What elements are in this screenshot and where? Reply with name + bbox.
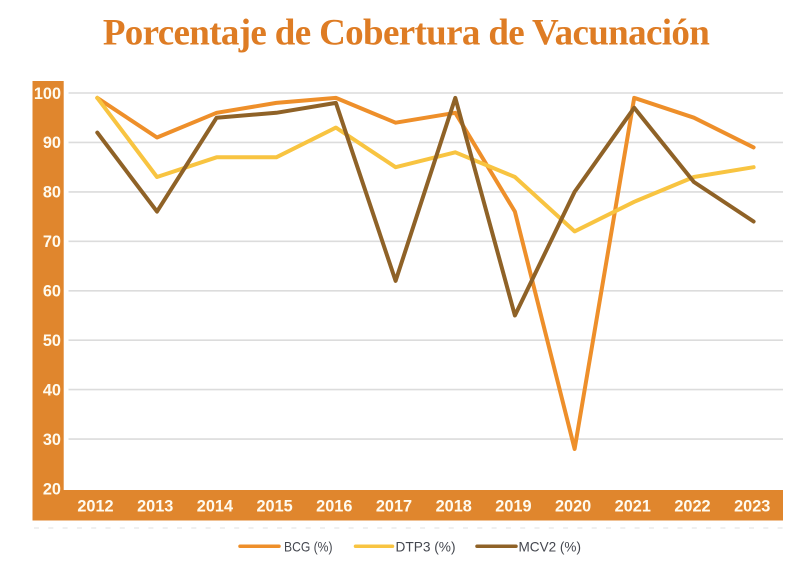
svg-text:20: 20 [43, 480, 61, 498]
svg-text:2018: 2018 [436, 498, 472, 516]
svg-text:DTP3 (%): DTP3 (%) [396, 539, 456, 555]
svg-text:2023: 2023 [734, 498, 770, 516]
svg-text:2015: 2015 [256, 498, 292, 516]
svg-text:80: 80 [43, 184, 61, 202]
svg-text:60: 60 [43, 283, 61, 301]
svg-text:70: 70 [43, 233, 61, 251]
svg-text:2014: 2014 [197, 498, 233, 516]
svg-text:2021: 2021 [615, 498, 651, 516]
svg-text:2013: 2013 [137, 498, 173, 516]
svg-text:30: 30 [43, 431, 61, 449]
svg-text:MCV2 (%): MCV2 (%) [519, 539, 582, 555]
svg-text:90: 90 [43, 134, 61, 152]
svg-text:40: 40 [43, 381, 61, 399]
svg-text:2012: 2012 [77, 498, 113, 516]
svg-text:2016: 2016 [316, 498, 352, 516]
svg-text:2020: 2020 [555, 498, 591, 516]
svg-text:Porcentaje de Cobertura de Vac: Porcentaje de Cobertura de Vacunación [103, 13, 710, 54]
svg-text:2022: 2022 [674, 498, 710, 516]
svg-text:50: 50 [43, 332, 61, 350]
svg-text:2017: 2017 [376, 498, 412, 516]
svg-text:2019: 2019 [495, 498, 531, 516]
svg-text:100: 100 [34, 85, 61, 103]
svg-text:BCG (%): BCG (%) [284, 539, 333, 555]
